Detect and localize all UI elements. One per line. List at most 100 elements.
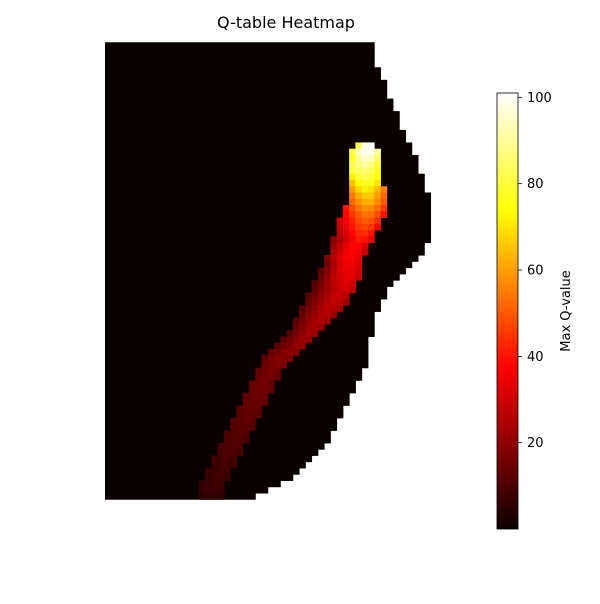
- heatmap-row: [105, 186, 425, 193]
- heatmap-row: [105, 98, 394, 106]
- colorbar: 20 40 60 80 100 Max Q-value: [496, 91, 574, 530]
- heatmap-cell: [367, 161, 375, 168]
- heatmap-cell: [367, 192, 375, 200]
- heatmap-cell: [324, 305, 331, 312]
- heatmap-row: [105, 142, 413, 150]
- heatmap-cell: [274, 349, 281, 356]
- heatmap-cell: [355, 148, 363, 156]
- heatmap-cell: [374, 179, 381, 187]
- heatmap-cell: [299, 323, 306, 331]
- heatmap-cell: [330, 298, 338, 306]
- heatmap-cell: [367, 148, 375, 156]
- heatmap-cell: [349, 179, 356, 187]
- heatmap-cell: [267, 361, 275, 369]
- heatmap-cell: [317, 298, 325, 306]
- heatmap-cell: [255, 392, 262, 400]
- heatmap-cell: [349, 267, 356, 275]
- heatmap-row: [105, 298, 381, 306]
- heatmap-row: [105, 461, 306, 469]
- heatmap-row: [105, 336, 369, 344]
- heatmap-cell: [280, 355, 288, 363]
- heatmap-cell: [349, 230, 356, 237]
- heatmap-cell: [361, 242, 369, 250]
- heatmap-cell: [236, 424, 244, 431]
- colorbar-tick-label: 20: [527, 436, 544, 451]
- heatmap-cell: [286, 349, 294, 356]
- heatmap-cell: [242, 430, 250, 438]
- heatmap-cell: [367, 142, 375, 150]
- heatmap-cell: [223, 442, 231, 450]
- heatmap-cell: [292, 317, 300, 325]
- heatmap-cell: [361, 248, 369, 256]
- heatmap-cell: [311, 298, 319, 306]
- heatmap-row: [105, 411, 344, 419]
- heatmap-cell: [349, 161, 356, 168]
- heatmap-cell: [274, 342, 281, 350]
- heatmap-row: [105, 392, 350, 400]
- heatmap-row: [105, 111, 400, 118]
- heatmap-cell: [236, 430, 244, 438]
- heatmap-cell: [292, 330, 300, 337]
- heatmap-cell: [342, 298, 350, 306]
- heatmap-cell: [342, 261, 350, 269]
- heatmap-cell: [261, 355, 269, 363]
- heatmap-cell: [324, 267, 331, 275]
- heatmap-cell: [311, 317, 319, 325]
- colorbar-label: Max Q-value: [559, 270, 574, 351]
- heatmap-cell: [261, 386, 269, 394]
- heatmap-cell: [317, 305, 325, 312]
- heatmap-cell: [305, 323, 313, 331]
- heatmap-cell: [361, 186, 369, 193]
- heatmap-cell: [217, 486, 225, 494]
- heatmap-cell: [349, 280, 356, 287]
- heatmap-cell: [311, 323, 319, 331]
- heatmap-cell: [230, 424, 237, 431]
- heatmap-cell: [342, 211, 350, 219]
- heatmap-cell: [324, 311, 331, 319]
- heatmap-row: [105, 136, 406, 143]
- heatmap-cell: [305, 311, 313, 319]
- heatmap-cell: [349, 223, 356, 231]
- heatmap-cell: [336, 305, 344, 312]
- heatmap-cell: [374, 154, 381, 162]
- heatmap-row: [105, 267, 406, 275]
- heatmap-row: [105, 436, 331, 444]
- heatmap-cell: [374, 205, 381, 212]
- heatmap-cell: [255, 380, 262, 388]
- colorbar-tick-label: 60: [527, 263, 544, 278]
- heatmap-cell: [299, 317, 306, 325]
- heatmap-cell: [324, 298, 331, 306]
- heatmap-cell: [374, 161, 381, 168]
- heatmap-row: [105, 61, 375, 68]
- heatmap-cell: [324, 292, 331, 300]
- heatmap-cell: [205, 467, 212, 475]
- heatmap-cell: [242, 436, 250, 444]
- heatmap-cell: [349, 273, 356, 281]
- heatmap-cell: [217, 467, 225, 475]
- heatmap-cell: [355, 205, 363, 212]
- heatmap-cell: [361, 192, 369, 200]
- heatmap-row: [105, 248, 425, 256]
- heatmap-row: [105, 361, 369, 369]
- heatmap-cell: [223, 461, 231, 469]
- colorbar-tick-label: 100: [527, 91, 552, 106]
- heatmap-cell: [261, 392, 269, 400]
- heatmap-row: [105, 261, 413, 269]
- heatmap-cell: [336, 280, 344, 287]
- heatmap-cell: [355, 167, 363, 175]
- heatmap-cell: [361, 198, 369, 206]
- heatmap-cell: [342, 217, 350, 225]
- heatmap-cell: [374, 198, 381, 206]
- heatmap-cell: [355, 261, 363, 269]
- heatmap-row: [105, 242, 425, 250]
- heatmap-row: [105, 374, 363, 381]
- heatmap-cell: [217, 474, 225, 481]
- heatmap-row: [105, 492, 256, 500]
- heatmap-row: [105, 449, 319, 456]
- heatmap-cell: [292, 323, 300, 331]
- heatmap-cell: [242, 405, 250, 413]
- heatmap-cell: [367, 236, 375, 244]
- heatmap-cell: [236, 405, 244, 413]
- heatmap-cell: [374, 223, 381, 231]
